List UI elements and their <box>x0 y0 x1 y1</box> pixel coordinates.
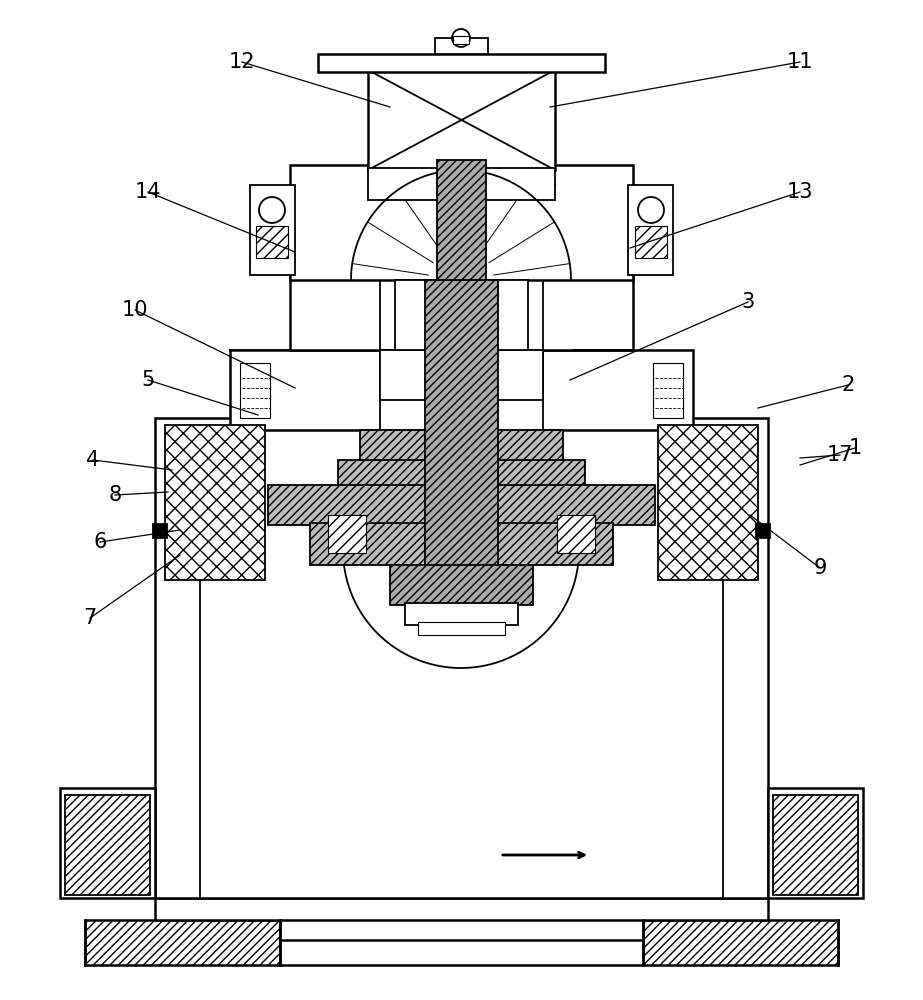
Text: 3: 3 <box>741 292 755 312</box>
Text: 7: 7 <box>83 608 97 628</box>
Bar <box>65 795 150 895</box>
Bar <box>368 168 555 200</box>
Bar <box>165 425 265 580</box>
Text: 6: 6 <box>93 532 107 552</box>
Bar <box>153 524 167 538</box>
Circle shape <box>638 197 664 223</box>
Bar <box>328 515 366 553</box>
Bar <box>405 603 518 625</box>
Bar <box>155 898 768 920</box>
Text: 9: 9 <box>813 558 827 578</box>
Bar <box>290 165 633 280</box>
Bar <box>85 920 280 965</box>
Bar <box>290 275 633 350</box>
Text: 4: 4 <box>87 450 100 470</box>
Bar <box>268 485 655 525</box>
Bar <box>390 565 533 605</box>
Bar <box>658 425 758 580</box>
Bar <box>380 350 543 400</box>
Bar <box>435 38 488 54</box>
Bar <box>635 226 667 258</box>
Bar <box>155 418 768 898</box>
Text: 5: 5 <box>141 370 155 390</box>
Bar <box>368 70 555 170</box>
Bar <box>557 515 595 553</box>
Text: 12: 12 <box>229 52 256 72</box>
Bar <box>395 280 528 350</box>
Bar <box>230 350 693 430</box>
Text: 8: 8 <box>108 485 122 505</box>
Text: 1: 1 <box>848 438 862 458</box>
Text: 10: 10 <box>122 300 149 320</box>
Bar <box>60 788 155 898</box>
Circle shape <box>452 29 470 47</box>
Bar <box>280 940 643 965</box>
Bar <box>318 54 605 72</box>
Bar <box>418 622 505 635</box>
Bar <box>437 160 486 280</box>
Bar <box>773 795 858 895</box>
Bar <box>768 788 863 898</box>
Bar <box>256 226 288 258</box>
Circle shape <box>259 197 285 223</box>
Bar <box>338 460 585 485</box>
Bar <box>453 36 469 44</box>
Bar <box>250 185 295 275</box>
Bar <box>425 280 498 570</box>
Bar <box>240 363 270 418</box>
Text: 17: 17 <box>827 445 853 465</box>
Bar <box>643 920 838 965</box>
Text: 11: 11 <box>786 52 813 72</box>
Bar <box>653 363 683 418</box>
Text: 14: 14 <box>135 182 162 202</box>
Text: 13: 13 <box>786 182 813 202</box>
Bar <box>628 185 673 275</box>
Bar <box>360 430 563 460</box>
Bar <box>310 523 613 565</box>
Text: 2: 2 <box>842 375 855 395</box>
Bar <box>756 524 770 538</box>
